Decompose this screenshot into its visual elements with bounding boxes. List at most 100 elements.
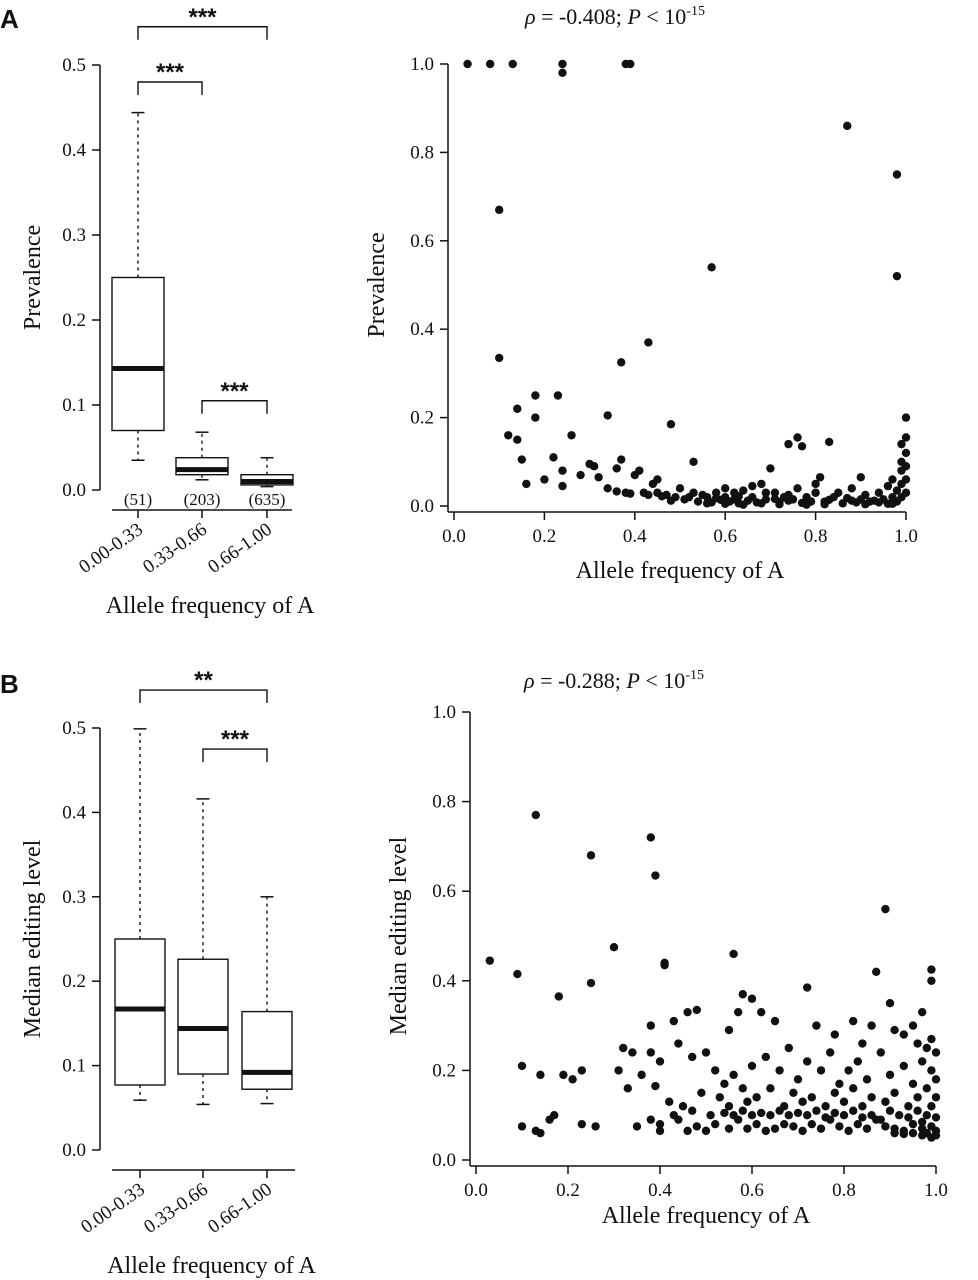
box-3: [241, 896, 293, 1105]
data-point: [692, 1005, 701, 1015]
chart-b-scatter: 0.0 0.2 0.4 0.6 0.8 1.0 0.0 0.2 0.4 0.6 0.8 1.0 Medi…: [386, 668, 948, 1229]
x-tick-label: 0.33-0.66: [139, 519, 211, 578]
data-point: [867, 1093, 876, 1102]
data-point: [849, 1084, 858, 1093]
data-point: [724, 1102, 734, 1111]
data-point: [632, 1122, 642, 1131]
x-tick-label: 0.0: [464, 1180, 488, 1201]
data-point: [463, 59, 472, 69]
data-point: [729, 1111, 738, 1120]
y-axis-title: Prevalence: [364, 232, 390, 337]
data-point: [839, 1111, 849, 1120]
data-point: [766, 1111, 775, 1120]
data-point: [883, 481, 893, 491]
x-tick-label: 0.00-0.33: [75, 519, 147, 578]
y-tick-label: 0.8: [410, 142, 434, 163]
data-point: [568, 1075, 577, 1084]
data-point: [485, 956, 494, 965]
y-tick-label: 0.4: [432, 971, 456, 992]
data-point: [531, 413, 540, 422]
data-point: [603, 411, 612, 420]
data-point: [586, 978, 596, 988]
data-point: [770, 488, 780, 497]
data-point: [820, 500, 829, 509]
data-point: [609, 943, 619, 952]
data-point: [775, 500, 784, 509]
data-point: [536, 1070, 545, 1080]
significance-bracket: [201, 400, 268, 414]
box-1: [114, 728, 166, 1101]
data-point: [697, 1088, 706, 1098]
scatter-points: [485, 810, 941, 1142]
data-point: [626, 59, 635, 69]
data-point: [577, 1119, 586, 1129]
data-point: [849, 1106, 858, 1115]
box-iqr: [111, 276, 165, 432]
data-point: [666, 420, 676, 429]
data-point: [793, 484, 802, 493]
data-point: [770, 1016, 780, 1026]
significance-stars: ***: [221, 726, 250, 753]
data-point: [644, 338, 653, 347]
data-point: [660, 960, 669, 970]
data-point: [789, 1088, 798, 1098]
data-point: [617, 358, 626, 367]
data-point: [657, 492, 667, 501]
data-point: [899, 1129, 908, 1139]
data-point: [743, 1124, 752, 1133]
data-point: [908, 1079, 918, 1089]
data-point: [784, 1043, 793, 1053]
data-point: [824, 437, 834, 447]
data-point: [931, 1075, 941, 1084]
data-point: [577, 1066, 586, 1075]
stat-annotation-part: = -0.288;: [535, 668, 627, 693]
stat-annotation-part: = -0.408;: [536, 4, 628, 29]
data-point: [853, 1119, 862, 1129]
data-point: [816, 1124, 826, 1133]
data-point: [927, 965, 936, 974]
y-tick-label: 0.5: [62, 718, 86, 739]
data-point: [775, 1066, 784, 1075]
data-point: [715, 1093, 724, 1102]
data-point: [711, 1119, 720, 1129]
box-iqr: [177, 958, 229, 1075]
x-tick-label: 1.0: [924, 1180, 948, 1201]
data-point: [766, 464, 775, 473]
data-point: [743, 1097, 752, 1106]
data-point: [913, 1106, 922, 1115]
data-point: [730, 488, 739, 497]
y-axis-title: Median editing level: [386, 836, 412, 1035]
data-point: [531, 391, 540, 400]
data-point: [844, 1126, 853, 1136]
data-point: [517, 1061, 527, 1071]
data-point: [702, 499, 712, 508]
data-point: [803, 1111, 812, 1120]
data-point: [775, 1106, 784, 1115]
data-point: [692, 1122, 701, 1131]
data-point: [829, 492, 838, 502]
data-point: [513, 404, 522, 413]
y-tick-label: 1.0: [410, 54, 434, 75]
data-point: [793, 1108, 803, 1118]
data-point: [536, 1128, 545, 1138]
data-point: [680, 495, 689, 504]
data-point: [612, 487, 621, 496]
data-point: [853, 1057, 862, 1066]
data-point: [646, 1115, 655, 1124]
data-point: [558, 466, 567, 475]
data-point: [669, 1111, 678, 1120]
data-point: [635, 466, 644, 475]
y-tick-label: 0.0: [62, 480, 86, 501]
data-point: [711, 1066, 720, 1075]
data-point: [835, 1122, 844, 1131]
data-point: [554, 992, 563, 1001]
data-point: [646, 1021, 655, 1030]
data-point: [826, 1048, 835, 1057]
sample-count: (203): [184, 490, 221, 509]
data-point: [646, 833, 655, 842]
y-tick-label: 0.6: [410, 231, 434, 252]
data-point: [892, 271, 902, 281]
data-point: [793, 1075, 803, 1084]
data-point: [803, 1057, 812, 1066]
data-point: [761, 1052, 770, 1062]
